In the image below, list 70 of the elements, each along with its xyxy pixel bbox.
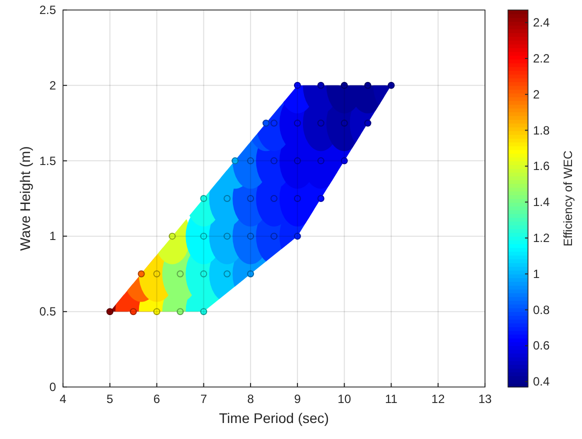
point: [317, 157, 324, 164]
point: [294, 232, 301, 240]
x-tick-label: 9: [294, 392, 302, 406]
y-tick-label: 1: [49, 229, 56, 244]
x-axis-title: Time Period (sec): [219, 410, 329, 426]
color-bar-title: Efficiency of WEC: [561, 150, 575, 246]
point: [247, 270, 254, 278]
point: [247, 195, 254, 202]
point: [317, 195, 324, 202]
point: [106, 308, 114, 316]
x-tick-label: 6: [153, 392, 160, 406]
point: [176, 270, 184, 278]
point: [294, 82, 301, 89]
y-tick-label: 0: [49, 380, 56, 394]
point: [270, 120, 278, 127]
color-bar-label: 0.6: [533, 338, 550, 353]
x-tick-label: 5: [106, 392, 114, 406]
point: [130, 308, 137, 316]
x-tick-label: 12: [431, 392, 446, 406]
color-bar-label: 1.8: [533, 123, 550, 138]
point: [224, 195, 231, 202]
point: [168, 232, 176, 240]
y-tick-label: 0.5: [39, 304, 56, 319]
point: [153, 308, 160, 316]
y-tick-label: 2: [49, 78, 56, 92]
point: [317, 120, 324, 127]
x-tick-label: 13: [478, 392, 492, 406]
x-tick-label: 8: [247, 392, 254, 406]
point: [262, 120, 270, 127]
point: [294, 195, 301, 202]
color-bar-label: 2.2: [533, 51, 550, 66]
point: [247, 157, 254, 164]
point: [224, 232, 231, 240]
point: [270, 157, 278, 164]
point: [200, 308, 208, 316]
point: [200, 270, 208, 278]
color-bar-label: 2: [533, 87, 540, 102]
point: [364, 82, 372, 89]
point: [270, 232, 278, 240]
point: [364, 120, 372, 127]
point: [270, 195, 278, 202]
x-tick-label: 7: [200, 392, 208, 406]
color-bar-label: 1.6: [533, 159, 550, 174]
point: [200, 232, 208, 240]
x-tick-label: 11: [384, 392, 398, 406]
point: [200, 195, 208, 202]
x-tick-label: 10: [338, 392, 352, 406]
point: [153, 270, 160, 278]
color-bar-label: 1: [533, 266, 540, 281]
point: [247, 232, 254, 240]
point: [294, 157, 301, 164]
point: [176, 308, 184, 316]
y-tick-label: 2.5: [39, 3, 56, 17]
y-axis-title: Wave Height (m): [17, 146, 33, 251]
color-bar-label: 1.4: [533, 195, 550, 210]
color-bar-label: 0.4: [533, 374, 550, 389]
x-tick-label: 4: [60, 392, 67, 406]
point: [340, 120, 348, 127]
point: [138, 270, 145, 278]
color-bar-label: 2.4: [533, 16, 550, 30]
y-tick-label: 1.5: [39, 154, 56, 168]
point: [388, 82, 395, 89]
point: [294, 120, 301, 127]
point: [317, 82, 324, 89]
point: [340, 157, 348, 164]
point: [224, 270, 231, 278]
point: [232, 157, 239, 164]
point: [340, 82, 348, 89]
color-bar-label: 0.8: [533, 302, 550, 317]
color-bar-label: 1.2: [533, 230, 550, 245]
